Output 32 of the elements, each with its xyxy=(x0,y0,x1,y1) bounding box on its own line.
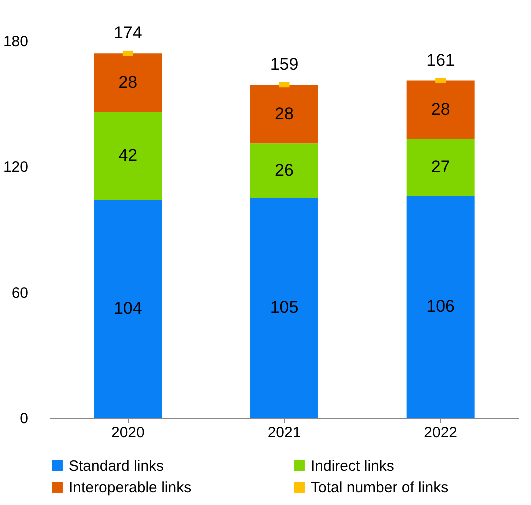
data-label: 161 xyxy=(426,50,456,70)
y-tick-label: 180 xyxy=(3,34,28,50)
x-tick-label: 2020 xyxy=(111,424,145,442)
bar xyxy=(406,196,475,418)
data-label: 28 xyxy=(431,100,450,120)
bar xyxy=(94,112,162,200)
legend-label: Indirect links xyxy=(311,458,394,475)
data-label: 26 xyxy=(275,160,294,180)
data-label: 106 xyxy=(426,296,456,316)
data-label: 28 xyxy=(118,72,138,92)
y-tick-label: 60 xyxy=(12,284,28,302)
bar xyxy=(250,144,318,198)
data-label: 159 xyxy=(270,54,299,74)
x-tick-label: 2022 xyxy=(424,424,458,442)
data-label: 104 xyxy=(114,299,142,318)
y-tick-label: 0 xyxy=(20,410,28,428)
data-label: 28 xyxy=(275,104,294,124)
legend-label: Interoperable links xyxy=(69,480,192,496)
legend-label: Total number of links xyxy=(311,480,449,496)
data-label: 174 xyxy=(114,24,142,43)
x-tick-label: 2021 xyxy=(268,424,302,442)
bar xyxy=(250,198,318,418)
data-label: 105 xyxy=(270,298,299,318)
bar xyxy=(406,139,475,196)
data-label: 42 xyxy=(118,146,138,166)
data-label: 27 xyxy=(431,158,450,177)
bar xyxy=(250,84,318,144)
y-tick-label: 120 xyxy=(3,159,28,176)
legend-label: Standard links xyxy=(69,458,164,475)
bar xyxy=(94,200,162,418)
bar xyxy=(406,80,475,140)
bar xyxy=(94,54,162,112)
